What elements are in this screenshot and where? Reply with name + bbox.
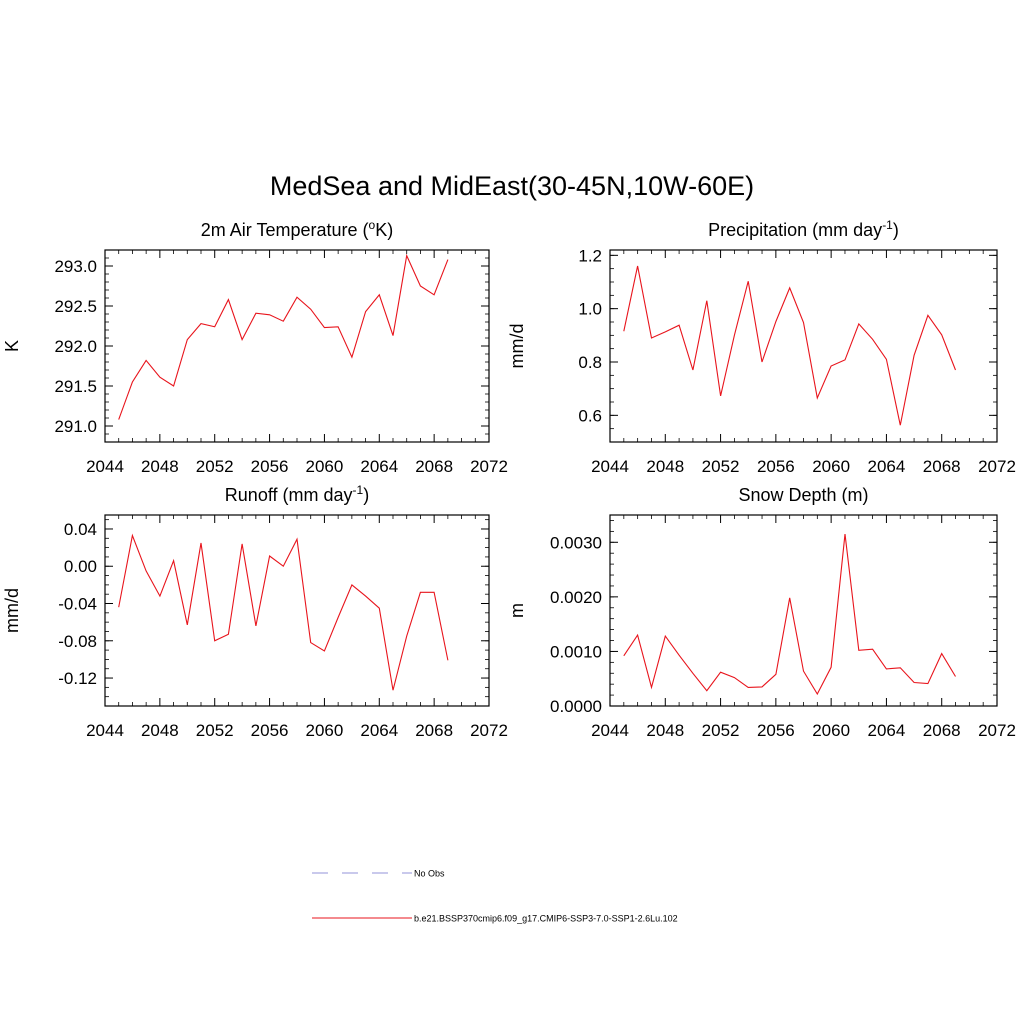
x-tick-label: 2072 xyxy=(470,721,508,740)
y-tick-label: 0.04 xyxy=(64,520,97,539)
series-line xyxy=(118,533,449,691)
y-tick-label: 0.00 xyxy=(64,557,97,576)
legend-label-model: b.e21.BSSP370cmip6.f09_g17.CMIP6-SSP3-7.… xyxy=(414,914,678,924)
y-tick-label: 292.5 xyxy=(54,297,97,316)
y-tick-label: -0.08 xyxy=(58,632,97,651)
x-tick-label: 2056 xyxy=(251,457,289,476)
x-tick-label: 2060 xyxy=(812,721,850,740)
x-tick-label: 2056 xyxy=(757,457,795,476)
x-tick-label: 2044 xyxy=(86,721,124,740)
x-tick-label: 2064 xyxy=(360,457,398,476)
y-tick-label: -0.04 xyxy=(58,595,97,614)
legend-label-no-obs: No Obs xyxy=(414,869,445,879)
x-tick-label: 2052 xyxy=(196,457,234,476)
x-tick-label: 2052 xyxy=(196,721,234,740)
x-tick-label: 2060 xyxy=(812,457,850,476)
series-line xyxy=(623,265,957,426)
x-tick-label: 2060 xyxy=(306,721,344,740)
x-tick-label: 2068 xyxy=(415,721,453,740)
plot-frame xyxy=(609,249,998,443)
series-line xyxy=(118,253,449,420)
y-tick-label: 291.5 xyxy=(54,377,97,396)
x-tick-label: 2044 xyxy=(86,457,124,476)
panel-runoff: 2044 2048 2052 2056 2060 2064 2068 2072 -0.12 -0.… xyxy=(2,483,508,740)
x-tick-label: 2072 xyxy=(470,457,508,476)
x-tick-label: 2052 xyxy=(702,457,740,476)
legend: No Obs b.e21.BSSP370cmip6.f09_g17.CMIP6-… xyxy=(312,869,678,924)
x-tick-label: 2068 xyxy=(923,721,961,740)
y-axis-label: mm/d xyxy=(2,588,22,633)
x-tick-label: 2048 xyxy=(646,721,684,740)
panel-title: Runoff (mm day-1) xyxy=(225,483,369,505)
panel-title: Precipitation (mm day-1) xyxy=(708,218,899,240)
x-tick-label: 2060 xyxy=(306,457,344,476)
x-tick-label: 2048 xyxy=(141,721,179,740)
x-tick-label: 2072 xyxy=(978,721,1016,740)
x-tick-label: 2048 xyxy=(141,457,179,476)
y-axis-label: m xyxy=(507,603,527,618)
y-axis-label: K xyxy=(2,340,22,352)
y-tick-label: 0.0000 xyxy=(550,697,602,716)
panel-air-temperature: 2044 2048 2052 2056 2060 2064 2068 2072 291.0 291… xyxy=(2,218,508,476)
y-tick-label: 293.0 xyxy=(54,257,97,276)
x-tick-label: 2064 xyxy=(868,457,906,476)
x-tick-label: 2044 xyxy=(591,457,629,476)
panel-title: Snow Depth (m) xyxy=(738,485,868,505)
panel-precipitation: 2044 2048 2052 2056 2060 2064 2068 2072 0.6 0.8 1.… xyxy=(507,218,1016,476)
panel-title: 2m Air Temperature (oK) xyxy=(201,218,393,240)
x-tick-label: 2064 xyxy=(360,721,398,740)
plot-frame xyxy=(104,514,490,707)
main-title: MedSea and MidEast(30-45N,10W-60E) xyxy=(270,171,754,201)
series-line xyxy=(623,534,956,696)
x-tick-label: 2048 xyxy=(646,457,684,476)
x-tick-label: 2068 xyxy=(923,457,961,476)
x-tick-label: 2068 xyxy=(415,457,453,476)
y-tick-label: 0.6 xyxy=(578,406,602,425)
y-axis-label: mm/d xyxy=(507,324,527,369)
panel-snow-depth: 2044 2048 2052 2056 2060 2064 2068 2072 0.0000 0.… xyxy=(507,485,1016,740)
x-tick-label: 2056 xyxy=(251,721,289,740)
x-tick-label: 2044 xyxy=(591,721,629,740)
y-tick-label: 0.8 xyxy=(578,353,602,372)
x-tick-label: 2052 xyxy=(702,721,740,740)
plot-frame xyxy=(609,514,998,707)
plot-frame xyxy=(104,249,490,443)
y-tick-label: 0.0030 xyxy=(550,533,602,552)
y-tick-label: 1.0 xyxy=(578,300,602,319)
y-tick-label: -0.12 xyxy=(58,669,97,688)
x-tick-label: 2072 xyxy=(978,457,1016,476)
y-tick-label: 292.0 xyxy=(54,337,97,356)
y-tick-label: 0.0020 xyxy=(550,588,602,607)
y-tick-label: 291.0 xyxy=(54,417,97,436)
y-tick-label: 1.2 xyxy=(578,246,602,265)
y-tick-label: 0.0010 xyxy=(550,642,602,661)
x-tick-label: 2064 xyxy=(868,721,906,740)
x-tick-label: 2056 xyxy=(757,721,795,740)
